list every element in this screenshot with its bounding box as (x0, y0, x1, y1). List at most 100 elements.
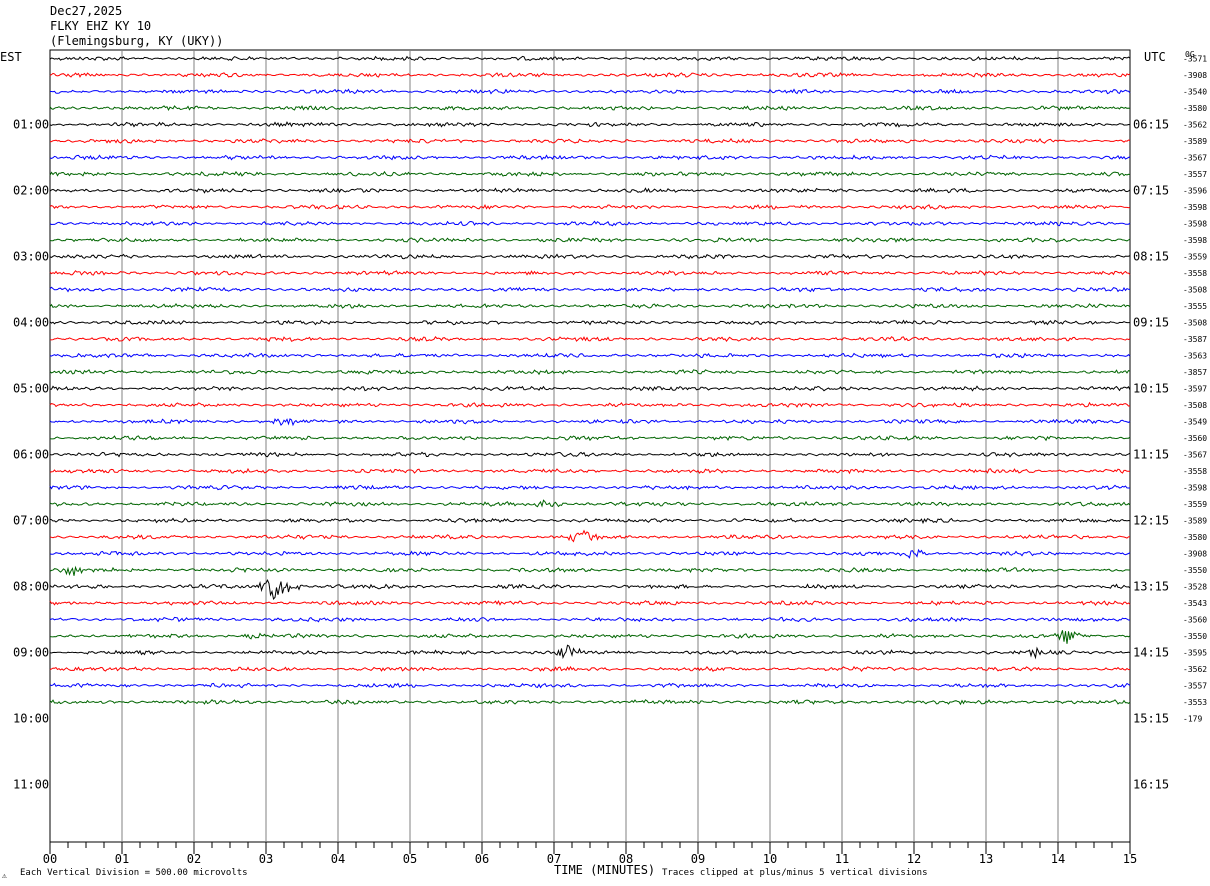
trace-offset-label: -3558 (1183, 269, 1207, 278)
seismic-trace (49, 579, 1131, 601)
trace-offset-label: -3587 (1183, 335, 1207, 344)
seismic-trace (49, 467, 1131, 475)
trace-offset-label: -3549 (1183, 418, 1207, 427)
trace-offset-label: -3508 (1183, 286, 1207, 295)
x-tick-label: 04 (331, 852, 345, 866)
utc-hour-label: 07:15 (1133, 184, 1169, 198)
x-tick-label: 11 (835, 852, 849, 866)
utc-hour-label: 16:15 (1133, 778, 1169, 792)
plot-header: Dec27,2025 FLKY EHZ KY 10 (Flemingsburg,… (50, 4, 223, 49)
minute-gridlines (121, 50, 1059, 842)
trace-offset-label: -3597 (1183, 385, 1207, 394)
trace-offset-label: -3908 (1183, 550, 1207, 559)
seismic-trace (49, 499, 1131, 508)
seismic-trace (49, 137, 1131, 144)
x-axis-ticks: 00 01 02 03 04 05 06 07 08 09 10 11 12 13 14 15 (43, 842, 1137, 866)
trace-offset-label: -3596 (1183, 187, 1207, 196)
trace-offset-label: -3580 (1183, 104, 1207, 113)
seismic-trace (49, 385, 1131, 392)
trace-offset-label: -3555 (1183, 302, 1207, 311)
trace-offset-label: -3508 (1183, 401, 1207, 410)
utc-hour-label: 12:15 (1133, 514, 1169, 528)
seismic-trace (49, 435, 1131, 442)
seismic-trace (49, 319, 1130, 326)
trace-offset-label: -3559 (1183, 253, 1207, 262)
plot-frame (49, 49, 1131, 843)
seismic-trace (49, 368, 1131, 376)
station-label: FLKY EHZ KY 10 (50, 19, 152, 33)
est-hour-label: 01:00 (13, 118, 49, 132)
trace-offset-label: -3560 (1183, 434, 1207, 443)
seismic-trace (49, 451, 1131, 458)
hour-labels: 01:00 02:00 03:00 04:00 05:00 06:00 07:00 08:00… (13, 118, 1169, 792)
utc-hour-label: 11:15 (1133, 448, 1169, 462)
seismic-trace (49, 418, 1131, 427)
est-hour-label: 02:00 (13, 184, 49, 198)
trace-offset-label: -3598 (1183, 220, 1207, 229)
seismic-trace (49, 187, 1131, 194)
trace-offset-label: -3908 (1183, 71, 1207, 80)
trace-offset-label: -3528 (1183, 583, 1207, 592)
scale-note: Each Vertical Division = 500.00 microvol… (20, 868, 248, 878)
seismic-trace (49, 253, 1131, 260)
x-tick-label: 10 (763, 852, 777, 866)
trace-offset-label: -3571 (1183, 55, 1207, 64)
seismic-trace (49, 154, 1131, 161)
est-hour-label: 07:00 (13, 514, 49, 528)
seismic-trace (49, 352, 1131, 359)
trace-offset-label: -3567 (1183, 154, 1207, 163)
x-tick-label: 09 (691, 852, 705, 866)
date-label: Dec27,2025 (50, 4, 123, 18)
trace-offset-label: -3557 (1183, 170, 1207, 179)
seismic-trace (49, 616, 1130, 623)
trace-offset-label: -3508 (1183, 319, 1207, 328)
seismic-trace (49, 548, 1131, 559)
x-tick-label: 14 (1051, 852, 1065, 866)
x-tick-label: 00 (43, 852, 57, 866)
trace-offset-label: -3595 (1183, 649, 1207, 658)
x-tick-label: 01 (115, 852, 129, 866)
seismic-trace (49, 105, 1131, 112)
seismic-trace (49, 55, 1131, 62)
seismic-trace (49, 699, 1131, 706)
location-label: (Flemingsburg, KY (UKY)) (50, 34, 224, 48)
x-tick-label: 07 (547, 852, 561, 866)
trace-offset-label: -3598 (1183, 484, 1207, 493)
seismic-trace (49, 270, 1131, 276)
seismic-trace (49, 220, 1131, 227)
trace-offset-label: -3562 (1183, 121, 1207, 130)
utc-hour-label: 15:15 (1133, 712, 1169, 726)
trace-offset-label: -3598 (1183, 236, 1207, 245)
seismic-trace (49, 286, 1131, 293)
utc-hour-label: 13:15 (1133, 580, 1169, 594)
trace-offset-label: -3543 (1183, 599, 1207, 608)
utc-hour-label: 08:15 (1133, 250, 1169, 264)
trace-offset-label: -3559 (1183, 500, 1207, 509)
trace-offset-label: -3589 (1183, 137, 1207, 146)
seismic-trace (49, 303, 1131, 310)
x-tick-label: 13 (979, 852, 993, 866)
utc-hour-label: 14:15 (1133, 646, 1169, 660)
seismic-trace (49, 529, 1131, 543)
utc-hour-label: 09:15 (1133, 316, 1169, 330)
seismic-trace (49, 644, 1131, 660)
seismic-trace (49, 682, 1131, 689)
clip-note: Traces clipped at plus/minus 5 vertical … (662, 868, 928, 878)
x-axis-label: TIME (MINUTES) (554, 863, 655, 877)
utc-hour-label: 06:15 (1133, 118, 1169, 132)
utc-hour-label: 10:15 (1133, 382, 1169, 396)
trace-offset-label: -3553 (1183, 698, 1207, 707)
seismic-trace (49, 121, 1131, 128)
seismic-trace (50, 88, 1131, 95)
seismic-trace (49, 665, 1131, 672)
trace-offset-label: -3598 (1183, 203, 1207, 212)
est-zone-label: EST (0, 50, 22, 64)
x-tick-label: 06 (475, 852, 489, 866)
trace-offset-label: -179 (1183, 715, 1202, 724)
x-tick-label: 03 (259, 852, 273, 866)
x-tick-label: 08 (619, 852, 633, 866)
trace-offset-labels: -3571 -3908 -3540 -3580 -3562 -3589 -3567 -3557… (1183, 55, 1207, 724)
est-hour-label: 05:00 (13, 382, 49, 396)
est-hour-label: 06:00 (13, 448, 49, 462)
